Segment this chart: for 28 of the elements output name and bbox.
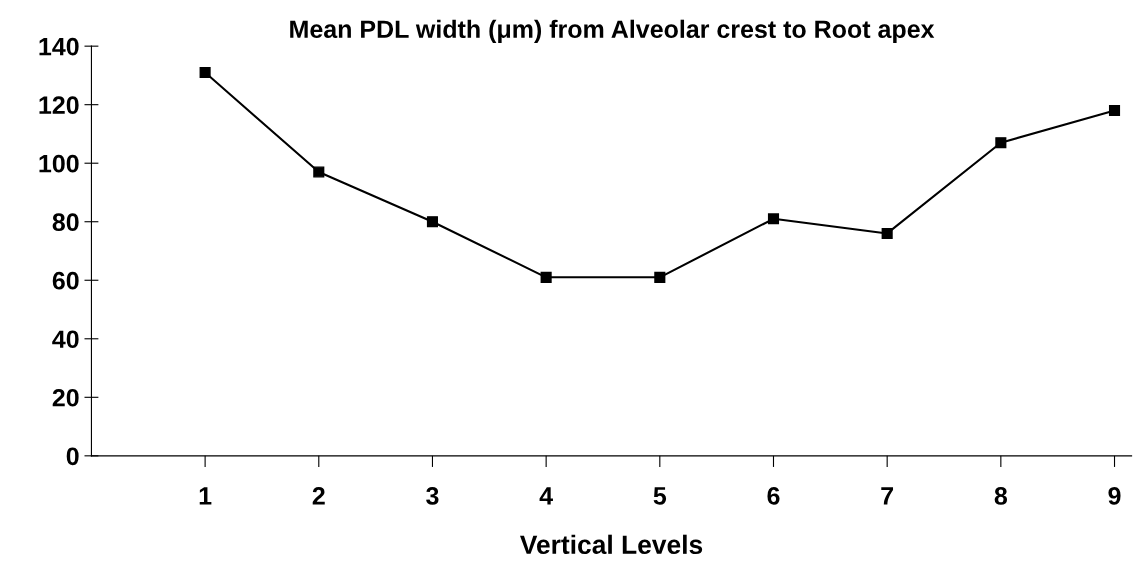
point <box>540 271 552 283</box>
x-tick-label: 5 <box>653 487 667 505</box>
y-tick-label: 20 <box>52 388 79 407</box>
x-tick-label: 9 <box>1108 487 1121 505</box>
point <box>767 213 780 225</box>
point <box>995 137 1007 149</box>
y-tick-label: 60 <box>52 271 79 290</box>
y-tick-label: 100 <box>39 154 79 173</box>
chart-title: Mean PDL width (μm) from Alveolar crest to Root apex <box>290 19 935 44</box>
y-tick-label: 0 <box>66 447 79 466</box>
x-axis-title: Vertical Levels <box>520 534 703 555</box>
point <box>881 227 893 239</box>
point <box>1108 104 1121 117</box>
x-tick-label: 8 <box>994 487 1008 505</box>
point <box>199 66 211 79</box>
point <box>426 216 439 228</box>
x-tick-label: 7 <box>881 487 894 505</box>
point <box>654 271 666 283</box>
x-tick-label: 3 <box>426 487 439 505</box>
y-tick-label: 120 <box>39 96 79 114</box>
y-tick-label: 80 <box>52 213 79 232</box>
x-tick-label: 1 <box>199 487 212 505</box>
x-tick-label: 4 <box>539 487 553 505</box>
x-tick-label: 6 <box>767 487 780 505</box>
y-tick-label: 40 <box>52 330 79 349</box>
x-tick-label: 2 <box>312 487 325 505</box>
y-tick-label: 140 <box>39 37 79 56</box>
point <box>313 166 325 178</box>
